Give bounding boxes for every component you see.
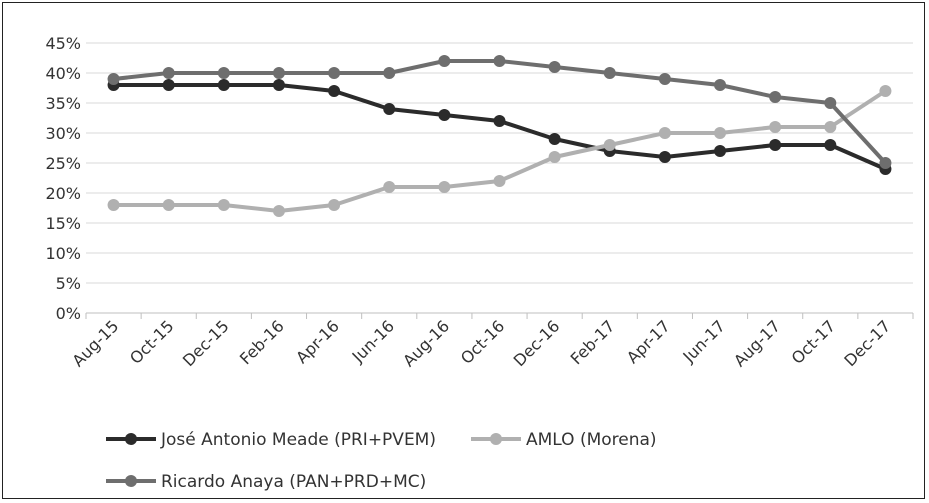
legend-swatch-marker xyxy=(490,433,502,445)
data-point xyxy=(493,175,506,187)
data-point xyxy=(272,205,285,217)
data-point xyxy=(438,181,451,193)
y-tick-label: 0% xyxy=(56,304,81,323)
x-tick-label: Oct-17 xyxy=(788,316,839,367)
y-tick-label: 20% xyxy=(45,184,81,203)
legend-label: Ricardo Anaya (PAN+PRD+MC) xyxy=(161,472,426,492)
y-tick-label: 45% xyxy=(45,34,81,53)
data-point xyxy=(438,109,451,121)
data-point xyxy=(438,55,451,67)
data-point xyxy=(217,199,230,211)
legend-label: AMLO (Morena) xyxy=(526,430,657,450)
x-tick-label: Oct-16 xyxy=(457,316,508,367)
legend-entry: Ricardo Anaya (PAN+PRD+MC) xyxy=(106,472,426,492)
x-tick-label: Aug-16 xyxy=(399,316,453,370)
x-tick-label: Oct-15 xyxy=(126,316,177,367)
y-tick-label: 40% xyxy=(45,64,81,83)
data-point xyxy=(769,91,782,103)
legend: José Antonio Meade (PRI+PVEM) AMLO (Moren… xyxy=(106,430,657,492)
data-point xyxy=(548,151,561,163)
x-tick-label: Apr-17 xyxy=(623,316,674,367)
data-point xyxy=(824,121,837,133)
series-3 xyxy=(107,55,892,169)
data-point xyxy=(217,79,230,91)
data-point xyxy=(383,181,396,193)
y-tick-label: 25% xyxy=(45,154,81,173)
y-tick-label: 5% xyxy=(56,274,81,293)
data-point xyxy=(328,67,341,79)
x-tick-label: Dec-15 xyxy=(179,316,233,370)
x-tick-label: Aug-17 xyxy=(730,316,784,370)
data-point xyxy=(107,199,120,211)
x-axis xyxy=(85,312,914,319)
data-point xyxy=(328,199,341,211)
data-point xyxy=(383,67,396,79)
data-point xyxy=(217,67,230,79)
x-tick-label: Jun-16 xyxy=(348,316,398,366)
x-tick-label: Jun-17 xyxy=(679,316,729,366)
legend-entry: José Antonio Meade (PRI+PVEM) xyxy=(106,430,436,450)
x-tick-label: Feb-16 xyxy=(236,316,288,368)
data-point xyxy=(658,151,671,163)
legend-swatch-marker xyxy=(125,475,137,487)
y-axis-ticks: 0% 5% 10% 15% 20% 25% 30% 35% 40% 45% xyxy=(45,34,81,323)
data-point xyxy=(824,97,837,109)
y-tick-label: 30% xyxy=(45,124,81,143)
series-line xyxy=(113,59,887,165)
data-point xyxy=(383,103,396,115)
data-point xyxy=(714,79,727,91)
x-axis-ticks: Aug-15 Oct-15 Dec-15 Feb-16 Apr-16 Jun-16 Aug-… xyxy=(68,316,894,370)
y-tick-label: 35% xyxy=(45,94,81,113)
data-point xyxy=(769,139,782,151)
legend-label: José Antonio Meade (PRI+PVEM) xyxy=(160,430,436,450)
data-point xyxy=(879,157,892,169)
data-point xyxy=(162,67,175,79)
data-point xyxy=(328,85,341,97)
series-2 xyxy=(107,85,892,217)
legend-entry: AMLO (Morena) xyxy=(471,430,657,450)
data-point xyxy=(548,133,561,145)
data-point xyxy=(714,127,727,139)
data-point xyxy=(658,73,671,85)
gridlines xyxy=(86,42,913,284)
y-tick-label: 15% xyxy=(45,214,81,233)
data-point xyxy=(879,85,892,97)
data-point xyxy=(162,199,175,211)
data-point xyxy=(493,115,506,127)
line-chart: 0%5%10%15%20%25%30%35%40%45% Aug-15 Oct-1… xyxy=(45,34,914,492)
x-tick-label: Dec-16 xyxy=(510,316,564,370)
series-lines xyxy=(107,55,892,217)
data-point xyxy=(107,73,120,85)
data-point xyxy=(769,121,782,133)
data-point xyxy=(272,67,285,79)
data-point xyxy=(493,55,506,67)
data-point xyxy=(548,61,561,73)
data-point xyxy=(603,67,616,79)
x-tick-label: Feb-17 xyxy=(567,316,619,368)
y-tick-label: 10% xyxy=(45,244,81,263)
data-point xyxy=(824,139,837,151)
data-point xyxy=(162,79,175,91)
legend-swatch-marker xyxy=(125,433,137,445)
data-point xyxy=(272,79,285,91)
x-tick-label: Aug-15 xyxy=(68,316,122,370)
data-point xyxy=(603,139,616,151)
x-tick-label: Dec-17 xyxy=(840,316,894,370)
x-tick-label: Apr-16 xyxy=(292,316,343,367)
data-point xyxy=(658,127,671,139)
data-point xyxy=(714,145,727,157)
